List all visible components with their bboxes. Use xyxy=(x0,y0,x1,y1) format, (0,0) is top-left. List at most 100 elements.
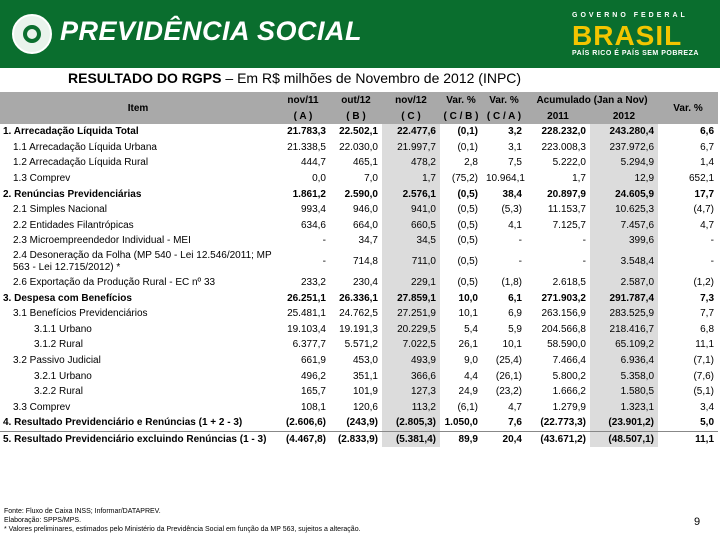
row-cell: 7.457,6 xyxy=(590,217,659,234)
row-cell: 25.481,1 xyxy=(276,305,330,322)
col-subheader: 2012 xyxy=(590,108,659,124)
row-cell: (0,5) xyxy=(440,186,482,202)
row-label: 1.3 Comprev xyxy=(0,170,276,187)
row-cell: 21.783,3 xyxy=(276,124,330,140)
row-cell: 5,9 xyxy=(482,321,526,338)
row-cell: 291.787,4 xyxy=(590,290,659,306)
row-cell: 17,7 xyxy=(658,186,719,202)
row-cell: 6,1 xyxy=(482,290,526,306)
row-label: 5. Resultado Previdenciário excluindo Re… xyxy=(0,430,276,448)
table-row: 3.2 Passivo Judicial 661,9 453,0 493,9 9,0 (2… xyxy=(0,352,719,369)
row-cell: (25,4) xyxy=(482,352,526,369)
row-cell: 10,0 xyxy=(440,290,482,306)
table-body: 1. Arrecadação Líquida Total 21.783,3 22.5… xyxy=(0,124,719,448)
row-cell: (43.671,2) xyxy=(526,430,590,448)
row-cell: (1,8) xyxy=(482,274,526,291)
row-cell: 5.222,0 xyxy=(526,155,590,171)
row-cell: 7.466,4 xyxy=(526,352,590,369)
table-row: 1.3 Comprev 0,0 7,0 1,7 (75,2) 10.964,1 1,7 12,… xyxy=(0,170,719,187)
row-cell: 34,7 xyxy=(330,233,382,249)
footnotes: Fonte: Fluxo de Caixa INSS; Informar/DAT… xyxy=(4,507,361,534)
row-cell: 1.580,5 xyxy=(590,383,659,400)
row-cell: (6,1) xyxy=(440,399,482,416)
row-cell: 478,2 xyxy=(382,155,440,171)
row-cell: 5,4 xyxy=(440,321,482,338)
col-header-accumulated: Acumulado (Jan a Nov) xyxy=(526,92,659,108)
row-cell: 5.358,0 xyxy=(590,368,659,384)
row-cell: (5,3) xyxy=(482,201,526,218)
row-cell: (23.901,2) xyxy=(590,415,659,432)
row-cell: 2.587,0 xyxy=(590,274,659,291)
row-cell: 243.280,4 xyxy=(590,124,659,140)
row-cell: 233,2 xyxy=(276,274,330,291)
row-cell: 941,0 xyxy=(382,201,440,218)
row-cell: - xyxy=(526,233,590,249)
table-row: 2.2 Entidades Filantrópicas 634,6 664,0 660… xyxy=(0,217,719,234)
col-header: Var. % xyxy=(440,92,482,108)
row-cell: 1.279,9 xyxy=(526,399,590,416)
row-cell: - xyxy=(482,248,526,275)
row-cell: 204.566,8 xyxy=(526,321,590,338)
footnote-prepared: Elaboração: SPPS/MPS. xyxy=(4,517,82,524)
row-label: 2.1 Simples Nacional xyxy=(0,201,276,218)
table-row: 2.6 Exportação da Produção Rural - EC nº… xyxy=(0,274,719,291)
row-cell: 24.762,5 xyxy=(330,305,382,322)
page-title: RESULTADO DO RGPS – Em R$ milhões de Nov… xyxy=(68,70,521,86)
row-cell: 7.022,5 xyxy=(382,337,440,353)
row-cell: 22.477,6 xyxy=(382,124,440,140)
row-cell: (26,1) xyxy=(482,368,526,384)
row-cell: - xyxy=(658,248,719,275)
row-cell: 27.859,1 xyxy=(382,290,440,306)
row-cell: 5.571,2 xyxy=(330,337,382,353)
footnote-source: Fonte: Fluxo de Caixa INSS; Informar/DAT… xyxy=(4,508,161,515)
row-cell: - xyxy=(276,248,330,275)
row-cell: 7,5 xyxy=(482,155,526,171)
title-subtitle: – Em R$ milhões de Novembro de 2012 (INP… xyxy=(221,70,522,86)
row-cell: (23,2) xyxy=(482,383,526,400)
footnote-note: * Valores preliminares, estimados pelo M… xyxy=(4,526,361,533)
brasil-logo: BRASIL xyxy=(572,20,683,51)
row-label: 1.2 Arrecadação Líquida Rural xyxy=(0,155,276,171)
row-cell: 493,9 xyxy=(382,352,440,369)
row-cell: 26.251,1 xyxy=(276,290,330,306)
row-cell: 2.576,1 xyxy=(382,186,440,202)
row-cell: 20.229,5 xyxy=(382,321,440,338)
row-cell: (0,5) xyxy=(440,274,482,291)
row-cell: 351,1 xyxy=(330,368,382,384)
row-cell: 20,4 xyxy=(482,430,526,448)
row-label: 2.4 Desoneração da Folha (MP 540 - Lei 1… xyxy=(0,248,276,275)
header-banner: PREVIDÊNCIA SOCIAL GOVERNO FEDERAL BRASI… xyxy=(0,0,720,68)
row-cell: 634,6 xyxy=(276,217,330,234)
row-cell: 89,9 xyxy=(440,430,482,448)
row-cell: 263.156,9 xyxy=(526,305,590,322)
header-row-top: Item nov/11 out/12 nov/12 Var. % Var. % … xyxy=(0,92,719,124)
row-cell: 120,6 xyxy=(330,399,382,416)
table-row: 2.4 Desoneração da Folha (MP 540 - Lei 1… xyxy=(0,248,719,275)
col-subheader: ( C ) xyxy=(382,108,440,124)
col-header: Var. % xyxy=(658,92,719,124)
row-cell: (243,9) xyxy=(330,415,382,432)
brand-name: PREVIDÊNCIA SOCIAL xyxy=(60,16,363,46)
row-cell: - xyxy=(482,233,526,249)
row-cell: 7,7 xyxy=(658,305,719,322)
row-label: 3.3 Comprev xyxy=(0,399,276,416)
row-cell: 7.125,7 xyxy=(526,217,590,234)
row-cell: 12,9 xyxy=(590,170,659,187)
row-cell: 7,0 xyxy=(330,170,382,187)
row-cell: 5,0 xyxy=(658,415,719,432)
row-cell: (0,5) xyxy=(440,217,482,234)
row-cell: 65.109,2 xyxy=(590,337,659,353)
row-cell: 218.416,7 xyxy=(590,321,659,338)
row-cell: 19.103,4 xyxy=(276,321,330,338)
row-cell: 0,0 xyxy=(276,170,330,187)
row-cell: 26.336,1 xyxy=(330,290,382,306)
row-cell: 1.861,2 xyxy=(276,186,330,202)
row-cell: 1,4 xyxy=(658,155,719,171)
row-cell: 3,4 xyxy=(658,399,719,416)
row-cell: 5.294,9 xyxy=(590,155,659,171)
row-cell: 6,9 xyxy=(482,305,526,322)
row-cell: 1.050,0 xyxy=(440,415,482,432)
row-cell: 453,0 xyxy=(330,352,382,369)
row-cell: 10.625,3 xyxy=(590,201,659,218)
table-row: 2. Renúncias Previdenciárias 1.861,2 2.590… xyxy=(0,186,719,202)
